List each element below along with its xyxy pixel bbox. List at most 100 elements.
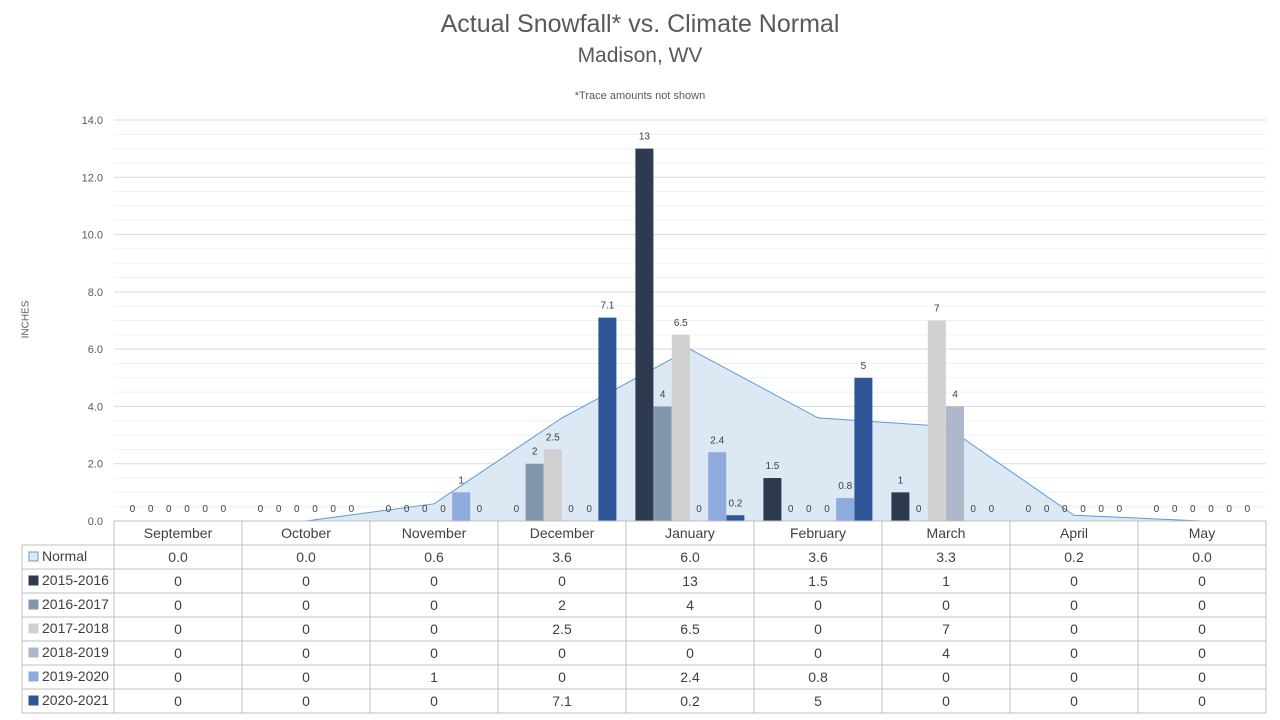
table-cell: 3.3: [936, 549, 956, 565]
data-table: September October November December January F…: [21, 520, 1267, 714]
table-cell: 0: [942, 693, 950, 709]
bar-data-label: 0: [404, 504, 410, 515]
category-label: May: [1189, 525, 1215, 541]
bar-data-label: 0: [184, 504, 190, 515]
table-cell: 0: [1070, 573, 1078, 589]
category-label: December: [530, 525, 595, 541]
table-cell: 0.0: [168, 549, 188, 565]
y-tick-label: 0.0: [88, 516, 103, 528]
bar-data-label: 0: [130, 504, 136, 515]
table-cell: 0: [1070, 621, 1078, 637]
table-cell: 3.6: [552, 549, 572, 565]
bar-data-label: 0: [477, 504, 483, 515]
bar-data-label: 0: [276, 504, 282, 515]
table-cell: 1.5: [808, 573, 828, 589]
bar-data-label: 0: [1117, 504, 1123, 515]
bar: [598, 317, 617, 521]
bar-data-label: 0: [788, 504, 794, 515]
table-cell: 0.8: [808, 669, 828, 685]
table-cell: 0: [430, 573, 438, 589]
table-cell: 1: [430, 669, 438, 685]
legend-label: 2015-2016: [42, 572, 109, 588]
bar-data-label: 0: [1208, 504, 1214, 515]
legend-key: [28, 647, 39, 658]
bar: [653, 406, 672, 521]
table-cell: 3.6: [808, 549, 828, 565]
legend-label: Normal: [42, 548, 87, 564]
bar-data-label: 0: [586, 504, 592, 515]
bar-data-label: 0: [166, 504, 172, 515]
bar-data-label: 0: [916, 504, 922, 515]
table-cell: 0.0: [296, 549, 316, 565]
table-cell: 0: [1198, 645, 1206, 661]
table-cell: 0: [1198, 621, 1206, 637]
bar-data-label: 0: [1190, 504, 1196, 515]
table-cell: 0: [1198, 669, 1206, 685]
legend-key: [28, 575, 39, 586]
bar: [708, 452, 727, 521]
bar-data-label: 0: [1062, 504, 1068, 515]
table-cell: 0: [686, 645, 694, 661]
legend-key: [28, 599, 39, 610]
chart-annotation: *Trace amounts not shown: [574, 90, 706, 102]
table-cell: 0: [558, 573, 566, 589]
table-cell: 5: [814, 693, 822, 709]
bar: [525, 463, 544, 521]
table-cell: 0: [430, 645, 438, 661]
y-tick-label: 8.0: [88, 287, 103, 299]
bar: [635, 148, 654, 521]
table-cell: 13: [682, 573, 698, 589]
table-cell: 0: [558, 645, 566, 661]
bar-data-label: 1.5: [765, 461, 779, 472]
bar-data-label: 5: [861, 361, 867, 372]
bar: [671, 334, 690, 521]
bar-data-label: 0: [349, 504, 355, 515]
data-labels: 0 0 0 0 13 1.5 1 0 0 0 0 0 2 4 0 0 0 0 0 0 0 2.5 6.5 0 7 0 0 0 0 0 0 0 0…: [130, 132, 1251, 515]
table-cell: 7.1: [552, 693, 572, 709]
bar-data-label: 0.2: [728, 498, 742, 509]
category-label: October: [281, 525, 331, 541]
y-tick-label: 2.0: [88, 459, 103, 471]
bar-data-label: 7: [934, 304, 940, 315]
bar-data-label: 0: [202, 504, 208, 515]
bar: [836, 498, 855, 521]
bar-data-label: 0: [1080, 504, 1086, 515]
bar-data-label: 0: [1026, 504, 1032, 515]
bar-data-label: 6.5: [674, 318, 688, 329]
table-cell: 0: [302, 645, 310, 661]
bar: [726, 515, 745, 521]
table-cell: 0: [814, 645, 822, 661]
bar: [891, 492, 910, 521]
bar-data-label: 2.4: [710, 435, 724, 446]
bar-data-label: 0: [221, 504, 227, 515]
bar-data-label: 0: [330, 504, 336, 515]
table-cell: 0.2: [680, 693, 700, 709]
table-cell: 0: [1070, 669, 1078, 685]
bar-data-label: 7.1: [600, 301, 614, 312]
table-cell: 0: [814, 621, 822, 637]
table-cell: 0: [942, 669, 950, 685]
normal-area-fill: [114, 349, 1266, 521]
table-cell: 0: [942, 597, 950, 613]
category-label: March: [927, 525, 966, 541]
bar-data-label: 0: [806, 504, 812, 515]
legend-key: [28, 623, 39, 634]
bar: [854, 377, 873, 521]
table-cell: 0: [1198, 693, 1206, 709]
table-cell: 0: [814, 597, 822, 613]
table-cell: 0: [430, 621, 438, 637]
bar-data-label: 0: [696, 504, 702, 515]
table-cell: 0: [430, 597, 438, 613]
table-cell: 0: [174, 669, 182, 685]
bar: [946, 406, 964, 521]
bar-data-label: 0: [568, 504, 574, 515]
bar-data-label: 1: [898, 475, 904, 486]
legend-label: 2020-2021: [42, 692, 109, 708]
table-cell: 0: [302, 621, 310, 637]
bar-data-label: 0: [970, 504, 976, 515]
table-cell: 0: [1070, 693, 1078, 709]
legend-label: 2018-2019: [42, 644, 109, 660]
legend-key: [28, 551, 39, 562]
table-cell: 0: [302, 693, 310, 709]
